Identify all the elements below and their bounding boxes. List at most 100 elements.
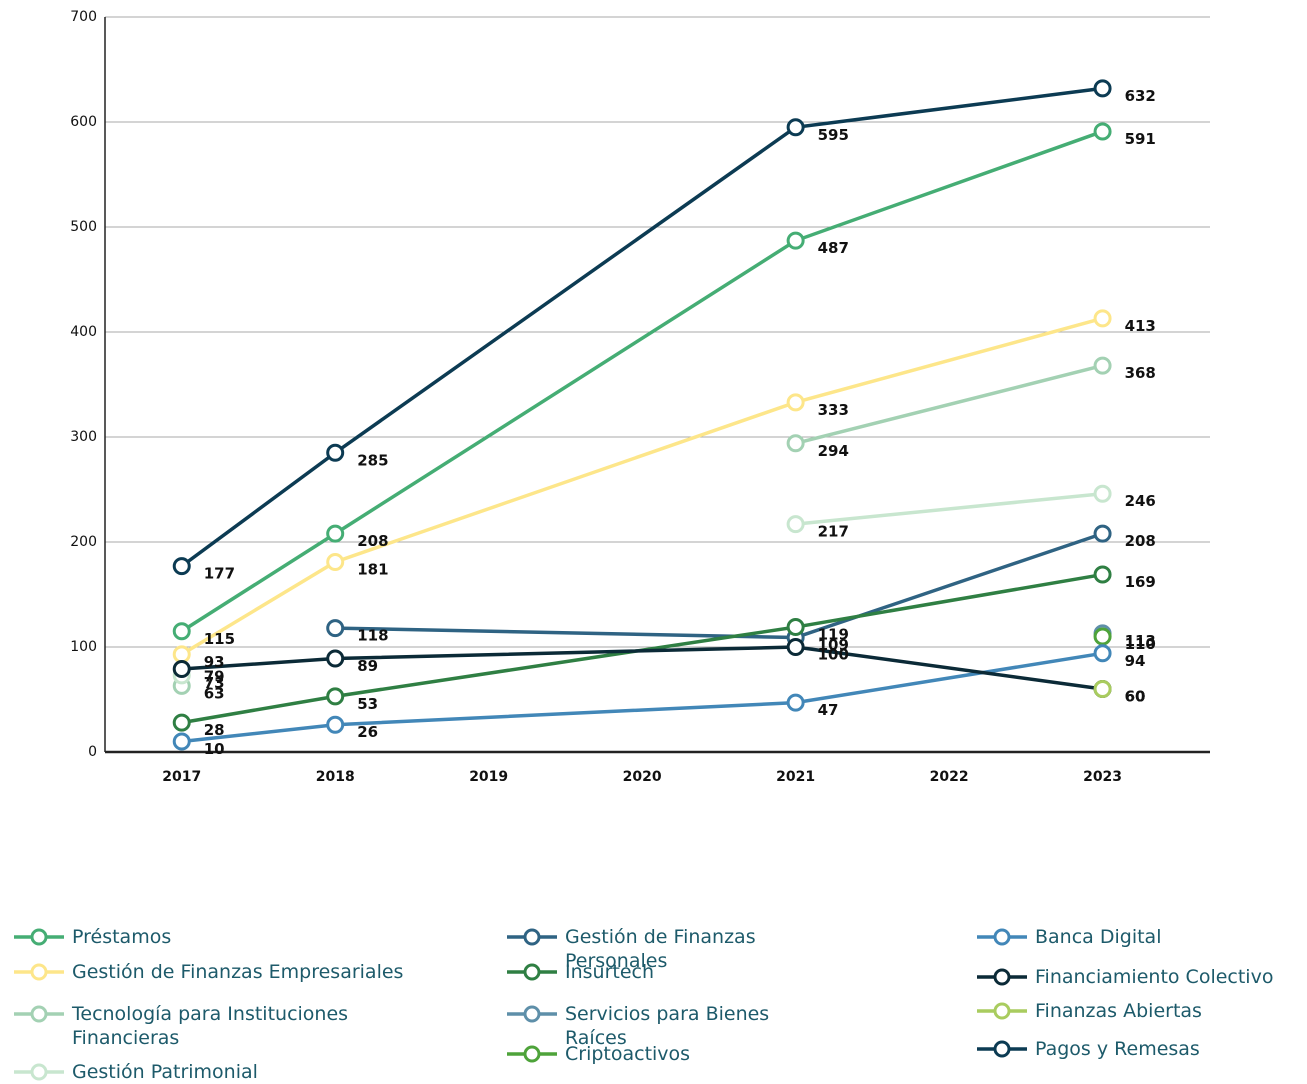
legend-icon [977, 1040, 1027, 1058]
legend-entry: Préstamos [12, 925, 432, 949]
y-tick-label: 400 [70, 324, 97, 340]
data-point [786, 231, 805, 250]
legend-entry: Finanzas Abiertas [975, 999, 1305, 1023]
data-label: 47 [818, 701, 839, 719]
data-point [786, 693, 805, 712]
data-label: 632 [1125, 87, 1156, 105]
data-point [172, 645, 191, 664]
x-tick-label: 2022 [930, 769, 969, 785]
legend-entry: Gestión Patrimonial [12, 1060, 432, 1084]
legend-label: Tecnología para Instituciones Financiera… [72, 1003, 349, 1049]
data-label: 110 [1125, 635, 1156, 653]
data-label: 169 [1125, 573, 1156, 591]
data-point [786, 638, 805, 656]
data-label: 246 [1125, 492, 1156, 510]
legend-label: Gestión de Finanzas Personales [565, 926, 756, 972]
legend-marker [523, 928, 541, 946]
series-line [181, 572, 1103, 725]
data-label: 115 [204, 630, 235, 648]
legend-label: Criptoactivos [565, 1043, 691, 1065]
data-label: 94 [1125, 652, 1146, 670]
data-label: 413 [1125, 317, 1156, 335]
data-point [786, 618, 805, 637]
data-label: 89 [357, 657, 378, 675]
legend-entry: Servicios para Bienes Raíces [505, 1002, 835, 1050]
legend-entry: Insurtech [505, 960, 835, 984]
legend-marker [30, 1063, 48, 1081]
data-label: 113 [1125, 632, 1156, 650]
data-point [326, 715, 345, 734]
legend-icon [507, 1045, 557, 1063]
data-label: 60 [1125, 688, 1146, 706]
legend-icon [977, 928, 1027, 946]
data-point [1093, 644, 1112, 663]
legend-marker [993, 1040, 1011, 1058]
legend-entry: Financiamiento Colectivo [975, 965, 1305, 989]
x-tick-label: 2017 [162, 769, 201, 785]
legend-icon [14, 1063, 64, 1081]
data-point [326, 443, 345, 462]
data-point [786, 393, 805, 412]
data-label: 119 [818, 626, 849, 644]
data-label: 10 [204, 740, 225, 758]
data-label: 53 [357, 695, 378, 713]
x-tick-label: 2019 [469, 769, 508, 785]
series-line [180, 129, 1104, 633]
legend-icon [977, 1002, 1027, 1020]
data-label: 487 [818, 239, 849, 257]
legend-entry: Pagos y Remesas [975, 1037, 1305, 1061]
data-point [1093, 565, 1112, 584]
data-point [1093, 680, 1112, 698]
y-tick-label: 200 [70, 534, 97, 550]
legend-entry: Gestión de Finanzas Personales [505, 925, 835, 973]
series-line [180, 316, 1104, 656]
data-point [786, 118, 805, 137]
legend-label: Financiamiento Colectivo [1035, 966, 1274, 988]
series-line [795, 491, 1103, 526]
data-label: 60 [1125, 688, 1146, 706]
data-label: 26 [357, 723, 378, 741]
data-label: 63 [204, 684, 225, 702]
x-tick-label: 2021 [776, 769, 815, 785]
legend-label: Pagos y Remesas [1035, 1038, 1200, 1060]
data-label: 368 [1125, 364, 1156, 382]
data-label: 73 [204, 674, 225, 692]
legend-entry: Tecnología para Instituciones Financiera… [12, 1002, 432, 1050]
data-point [326, 524, 345, 543]
legend-marker [30, 1005, 48, 1023]
data-point [786, 434, 805, 453]
data-point [1093, 122, 1112, 141]
legend-marker [30, 928, 48, 946]
data-label: 294 [818, 442, 849, 460]
legend-label: Finanzas Abiertas [1035, 1000, 1202, 1022]
legend-icon [977, 968, 1027, 986]
data-label: 285 [357, 451, 388, 469]
legend-marker [523, 1045, 541, 1063]
x-tick-label: 2020 [623, 769, 662, 785]
x-tick-label: 2023 [1083, 769, 1122, 785]
legend-icon [14, 928, 64, 946]
y-tick-label: 600 [70, 114, 97, 130]
data-point [1093, 309, 1112, 328]
series-line [181, 645, 1103, 691]
data-label: 93 [204, 653, 225, 671]
legend-label: Préstamos [72, 926, 172, 948]
data-point [786, 515, 805, 534]
y-tick-label: 500 [70, 219, 97, 235]
data-point [1093, 484, 1112, 503]
data-point [1093, 79, 1112, 98]
data-point [172, 713, 191, 732]
series-line [795, 363, 1103, 445]
data-point [172, 557, 191, 576]
series-line [180, 86, 1103, 568]
data-label: 79 [204, 668, 225, 686]
data-point [326, 687, 345, 706]
legend-marker [993, 928, 1011, 946]
legend-marker [30, 963, 48, 981]
y-tick-label: 100 [70, 639, 97, 655]
data-label: 28 [204, 721, 225, 739]
data-point [1093, 627, 1112, 646]
data-point [326, 552, 345, 571]
legend-icon [507, 928, 557, 946]
